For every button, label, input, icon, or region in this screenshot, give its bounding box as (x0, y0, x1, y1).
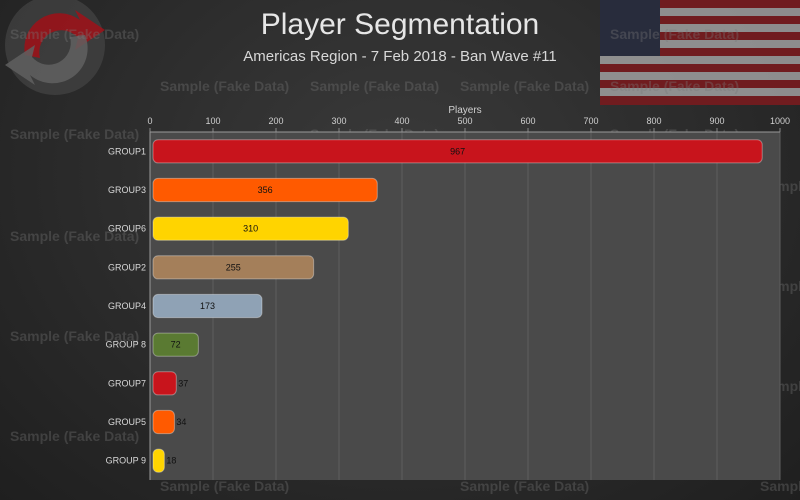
category-label: GROUP1 (108, 146, 146, 156)
data-label: 310 (243, 224, 258, 234)
x-tick-label: 600 (520, 116, 535, 126)
category-label: GROUP 9 (106, 456, 146, 466)
category-label: GROUP 8 (106, 340, 146, 350)
x-tick-label: 1000 (770, 116, 790, 126)
data-label: 356 (258, 185, 273, 195)
category-label: GROUP5 (108, 417, 146, 427)
bar-group5 (152, 409, 175, 435)
bar-group7 (152, 371, 177, 396)
chart-subtitle: Americas Region - 7 Feb 2018 - Ban Wave … (243, 48, 557, 65)
category-label: GROUP4 (108, 301, 146, 311)
data-label: 967 (450, 146, 465, 156)
data-label: 34 (176, 417, 186, 427)
logo-icon (5, 0, 106, 95)
x-tick-label: 100 (205, 116, 220, 126)
x-tick-label: 200 (268, 116, 283, 126)
bar-group-9 (152, 448, 165, 473)
x-axis-title: Players (448, 105, 481, 116)
bar-group3 (152, 177, 378, 203)
bar-group4 (152, 293, 263, 319)
x-tick-label: 500 (457, 116, 472, 126)
data-label: 255 (226, 262, 241, 272)
chart-title: Player Segmentation (260, 8, 540, 41)
data-label: 37 (178, 378, 188, 388)
x-tick-label: 300 (331, 116, 346, 126)
category-label: GROUP7 (108, 378, 146, 388)
x-tick-label: 400 (394, 116, 409, 126)
usa-flag-icon (600, 0, 800, 105)
category-label: GROUP3 (108, 185, 146, 195)
x-tick-label: 0 (147, 116, 152, 126)
category-label: GROUP6 (108, 224, 146, 234)
data-label: 72 (171, 340, 181, 350)
bar-group1 (152, 139, 763, 164)
x-tick-label: 800 (646, 116, 661, 126)
category-label: GROUP2 (108, 262, 146, 272)
data-label: 173 (200, 301, 215, 311)
x-tick-label: 700 (583, 116, 598, 126)
bar-group2 (152, 255, 315, 280)
bar-group6 (152, 216, 349, 241)
data-label: 18 (166, 456, 176, 466)
bar-group-8 (152, 332, 199, 357)
x-tick-label: 900 (709, 116, 724, 126)
